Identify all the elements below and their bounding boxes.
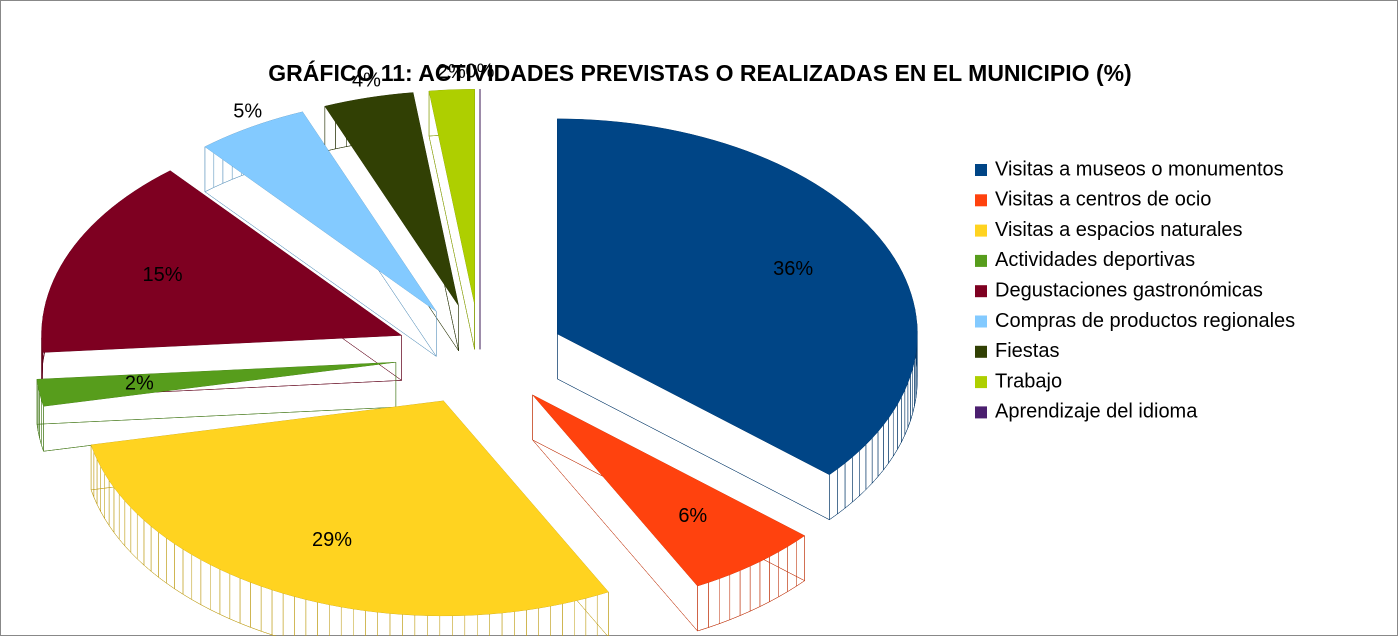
legend-swatch — [975, 376, 987, 389]
data-label: 29% — [312, 529, 352, 551]
chart-title: GRÁFICO 11: ACTIVIDADES PREVISTAS O REAL… — [268, 59, 1131, 86]
legend-label: Fiestas — [995, 340, 1059, 362]
data-label: 2% — [125, 373, 154, 395]
legend-swatch — [975, 345, 987, 358]
data-label: 15% — [143, 264, 183, 286]
legend-label: Degustaciones gastronómicas — [995, 279, 1263, 301]
legend-label: Visitas a espacios naturales — [995, 219, 1243, 241]
slice — [429, 89, 475, 305]
legend-swatch — [975, 254, 987, 267]
slice — [37, 362, 396, 407]
data-label: 4% — [352, 69, 381, 91]
legend-swatch — [975, 194, 987, 207]
legend-label: Compras de productos regionales — [995, 310, 1295, 332]
legend-label: Actividades deportivas — [995, 249, 1195, 271]
legend-label: Trabajo — [995, 370, 1062, 392]
legend-label: Aprendizaje del idioma — [995, 401, 1198, 423]
data-label: 36% — [773, 258, 813, 280]
slice — [41, 170, 402, 353]
slice — [557, 118, 918, 475]
slice — [324, 92, 459, 306]
legend-swatch — [975, 164, 987, 176]
data-label: 6% — [678, 505, 707, 527]
slice — [204, 111, 437, 312]
slice — [91, 400, 609, 616]
data-label: 5% — [233, 101, 262, 123]
legend-swatch — [975, 315, 987, 328]
data-label: 0% — [466, 60, 495, 82]
legend-label: Visitas a museos o monumentos — [995, 158, 1284, 180]
legend-swatch — [975, 224, 987, 237]
slice — [532, 394, 805, 586]
legend-swatch — [975, 285, 987, 298]
legend-label: Visitas a centros de ocio — [995, 189, 1211, 211]
legend-swatch — [975, 406, 987, 419]
data-label: 2% — [437, 61, 466, 83]
